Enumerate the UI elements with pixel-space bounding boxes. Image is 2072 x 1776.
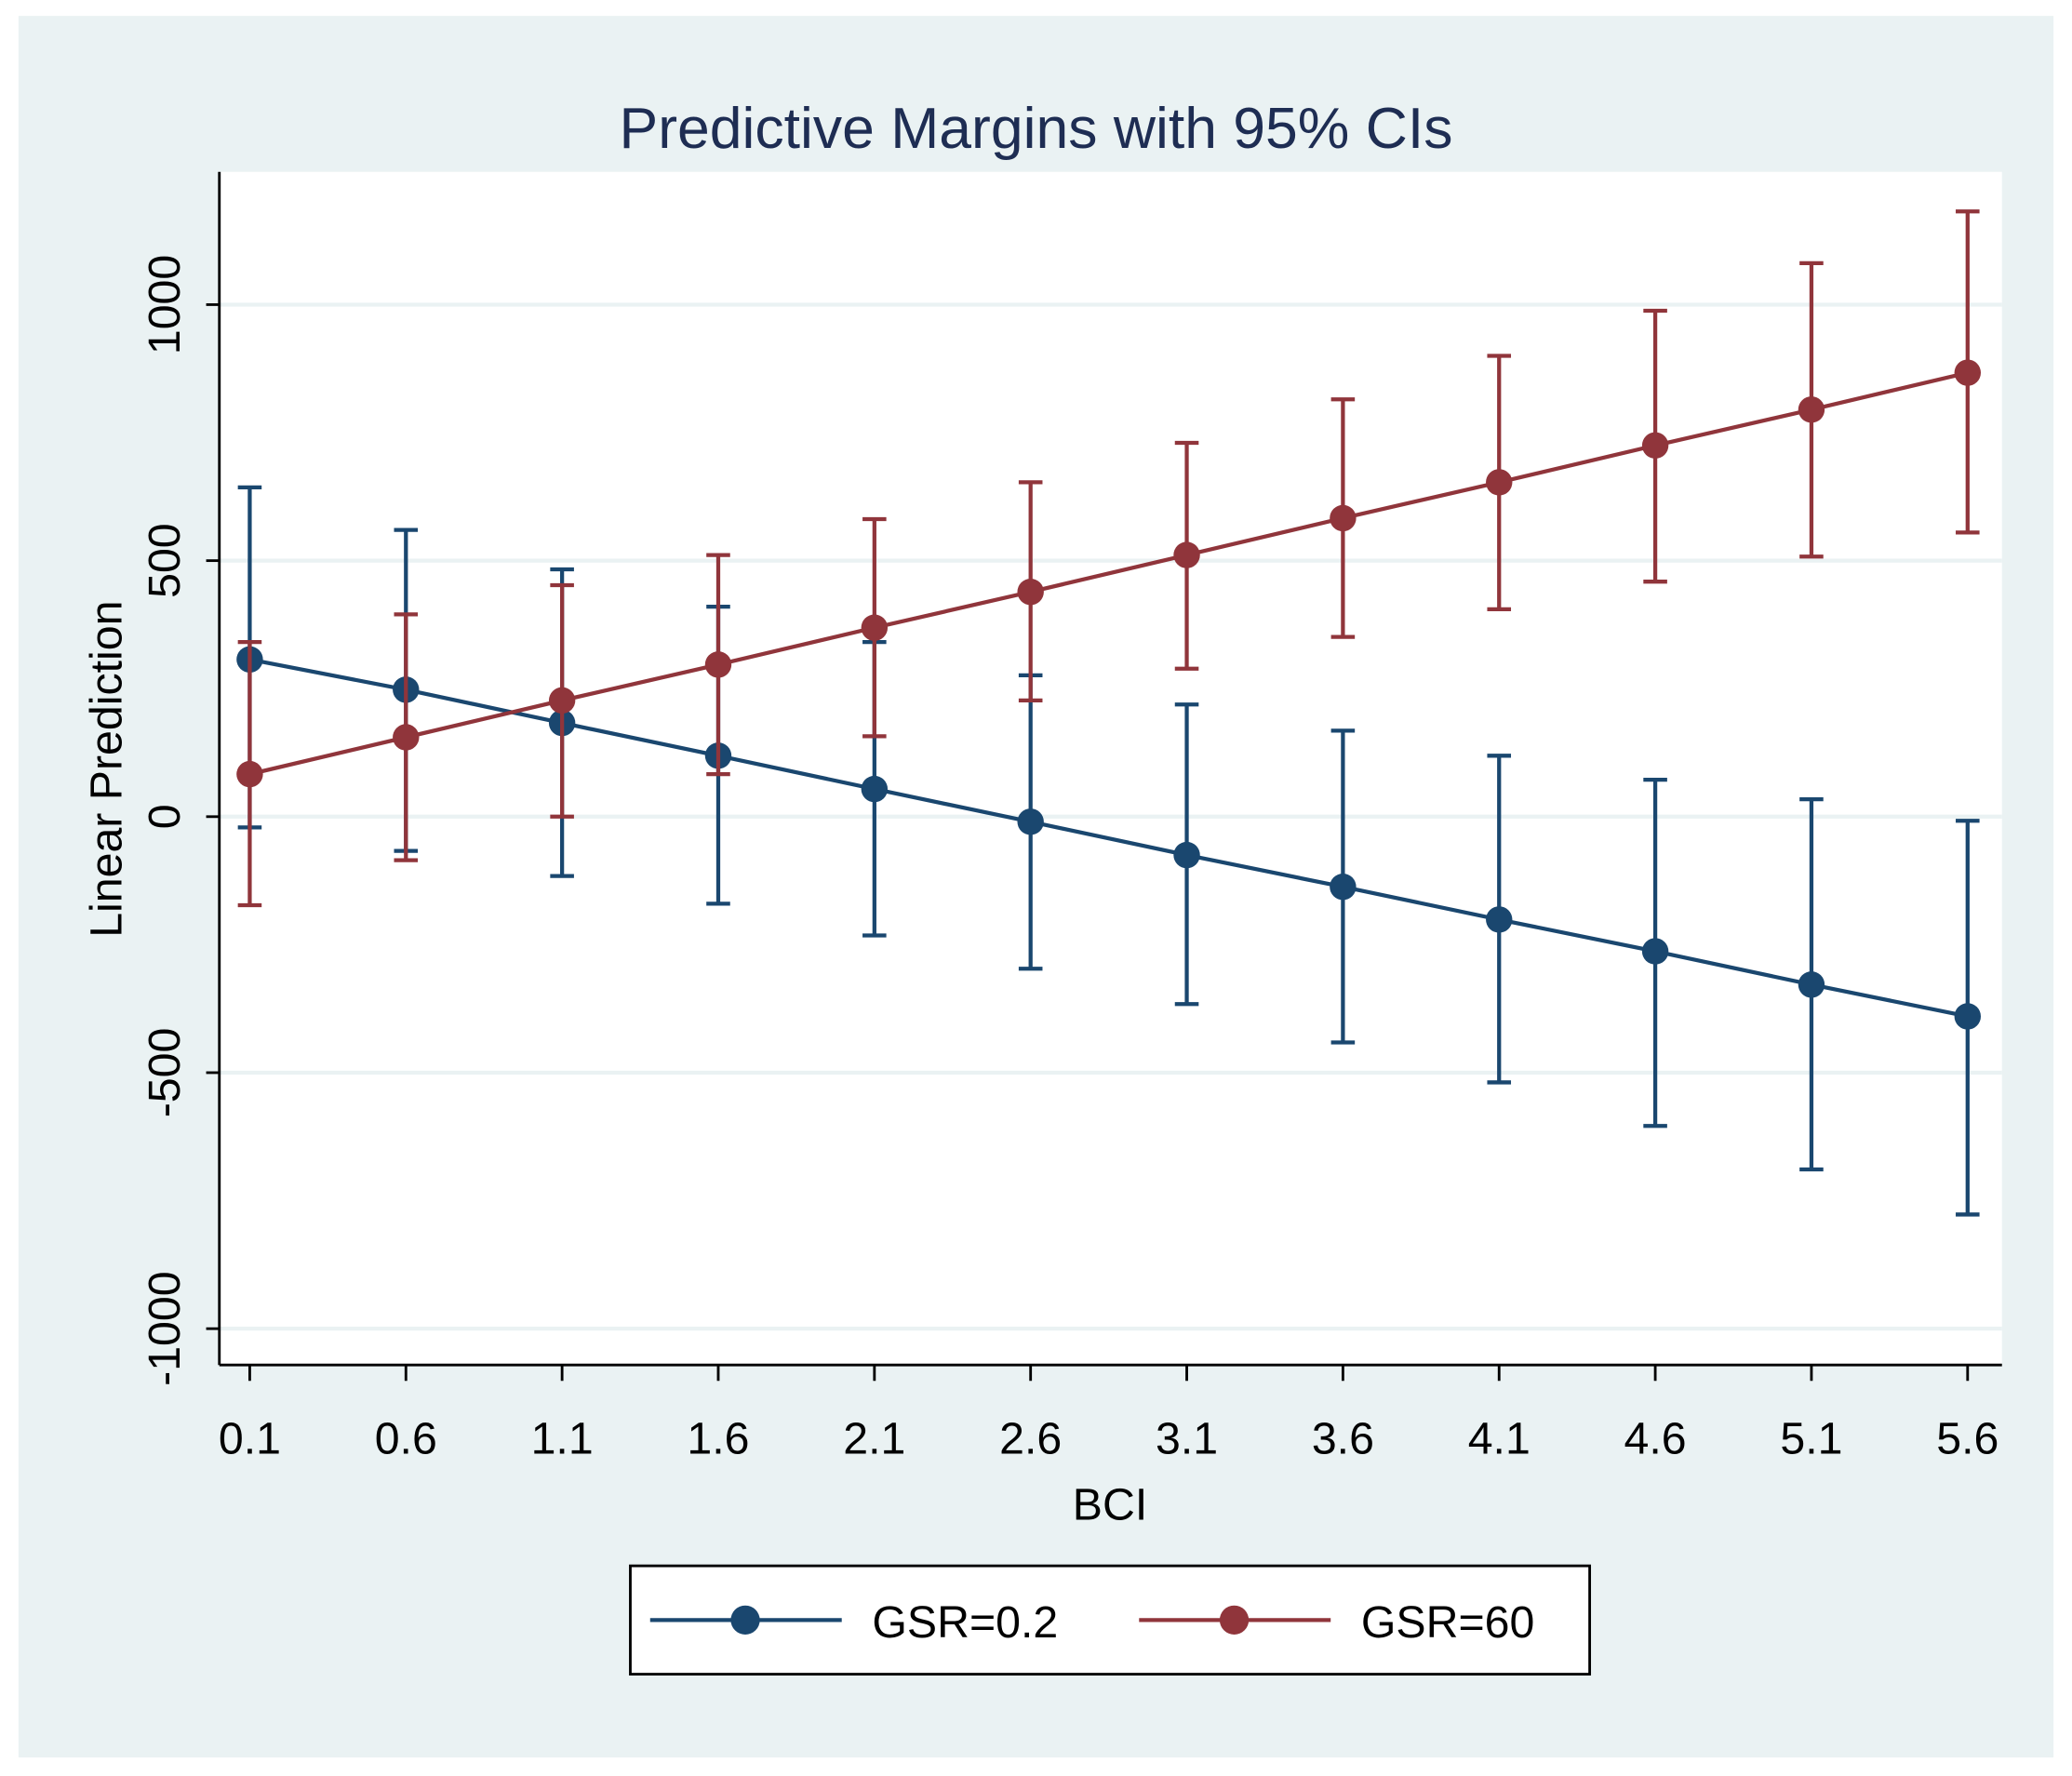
y-tick-label: -1000 bbox=[140, 1271, 190, 1385]
legend-marker bbox=[1219, 1605, 1250, 1635]
x-tick-label: 2.1 bbox=[843, 1413, 905, 1463]
data-point bbox=[236, 760, 263, 788]
x-tick-label: 3.6 bbox=[1312, 1413, 1374, 1463]
x-tick-label: 4.6 bbox=[1624, 1413, 1687, 1463]
data-point bbox=[1954, 1003, 1982, 1030]
data-point bbox=[1641, 938, 1669, 965]
data-point bbox=[861, 614, 889, 641]
data-point bbox=[1486, 469, 1513, 496]
chart-title: Predictive Margins with 95% CIs bbox=[620, 96, 1453, 161]
y-tick-label: 0 bbox=[140, 804, 190, 829]
plot-area bbox=[219, 171, 2002, 1366]
data-point bbox=[548, 687, 576, 714]
data-point bbox=[1798, 396, 1825, 423]
x-tick-label: 1.6 bbox=[687, 1413, 749, 1463]
axes: -1000 -500 0 500 1000 0.1 0.6 1.1 1.6 2.1 2.6 3.1 3.… bbox=[140, 171, 2002, 1463]
x-tick-label: 4.1 bbox=[1468, 1413, 1531, 1463]
legend: GSR=0.2 GSR=60 bbox=[629, 1564, 1592, 1676]
data-point bbox=[393, 724, 420, 751]
series-line bbox=[248, 370, 1969, 777]
data-point bbox=[704, 651, 732, 678]
x-tick-label: 2.6 bbox=[999, 1413, 1062, 1463]
data-point bbox=[1330, 874, 1357, 901]
data-point bbox=[1641, 432, 1669, 459]
x-tick-label: 5.1 bbox=[1780, 1413, 1842, 1463]
legend-label: GSR=0.2 bbox=[872, 1597, 1058, 1648]
data-point bbox=[1017, 578, 1044, 606]
x-tick-label: 5.6 bbox=[1936, 1413, 1998, 1463]
x-tick-label: 0.6 bbox=[375, 1413, 437, 1463]
y-tick-label: -500 bbox=[140, 1028, 190, 1118]
data-point bbox=[1798, 971, 1825, 998]
data-point bbox=[1173, 541, 1200, 568]
x-tick-label: 0.1 bbox=[219, 1413, 281, 1463]
data-point bbox=[1486, 906, 1513, 933]
legend-label: GSR=60 bbox=[1361, 1597, 1534, 1648]
x-tick-label: 3.1 bbox=[1156, 1413, 1218, 1463]
series-group bbox=[236, 209, 1982, 1217]
x-tick-label: 1.1 bbox=[531, 1413, 594, 1463]
x-axis-label: BCI bbox=[1073, 1479, 1147, 1529]
y-tick-label: 500 bbox=[140, 523, 190, 598]
data-point bbox=[1954, 359, 1982, 386]
data-point bbox=[1017, 808, 1044, 835]
series-line bbox=[249, 657, 1969, 1019]
y-tick-label: 1000 bbox=[140, 255, 190, 354]
grid-lines bbox=[219, 302, 2002, 1331]
data-point bbox=[861, 775, 889, 803]
legend-marker bbox=[730, 1605, 760, 1635]
y-axis-label: Linear Prediction bbox=[82, 601, 132, 938]
series-gsr-60 bbox=[236, 209, 1982, 908]
data-point bbox=[1330, 504, 1357, 532]
data-point bbox=[1173, 841, 1200, 869]
